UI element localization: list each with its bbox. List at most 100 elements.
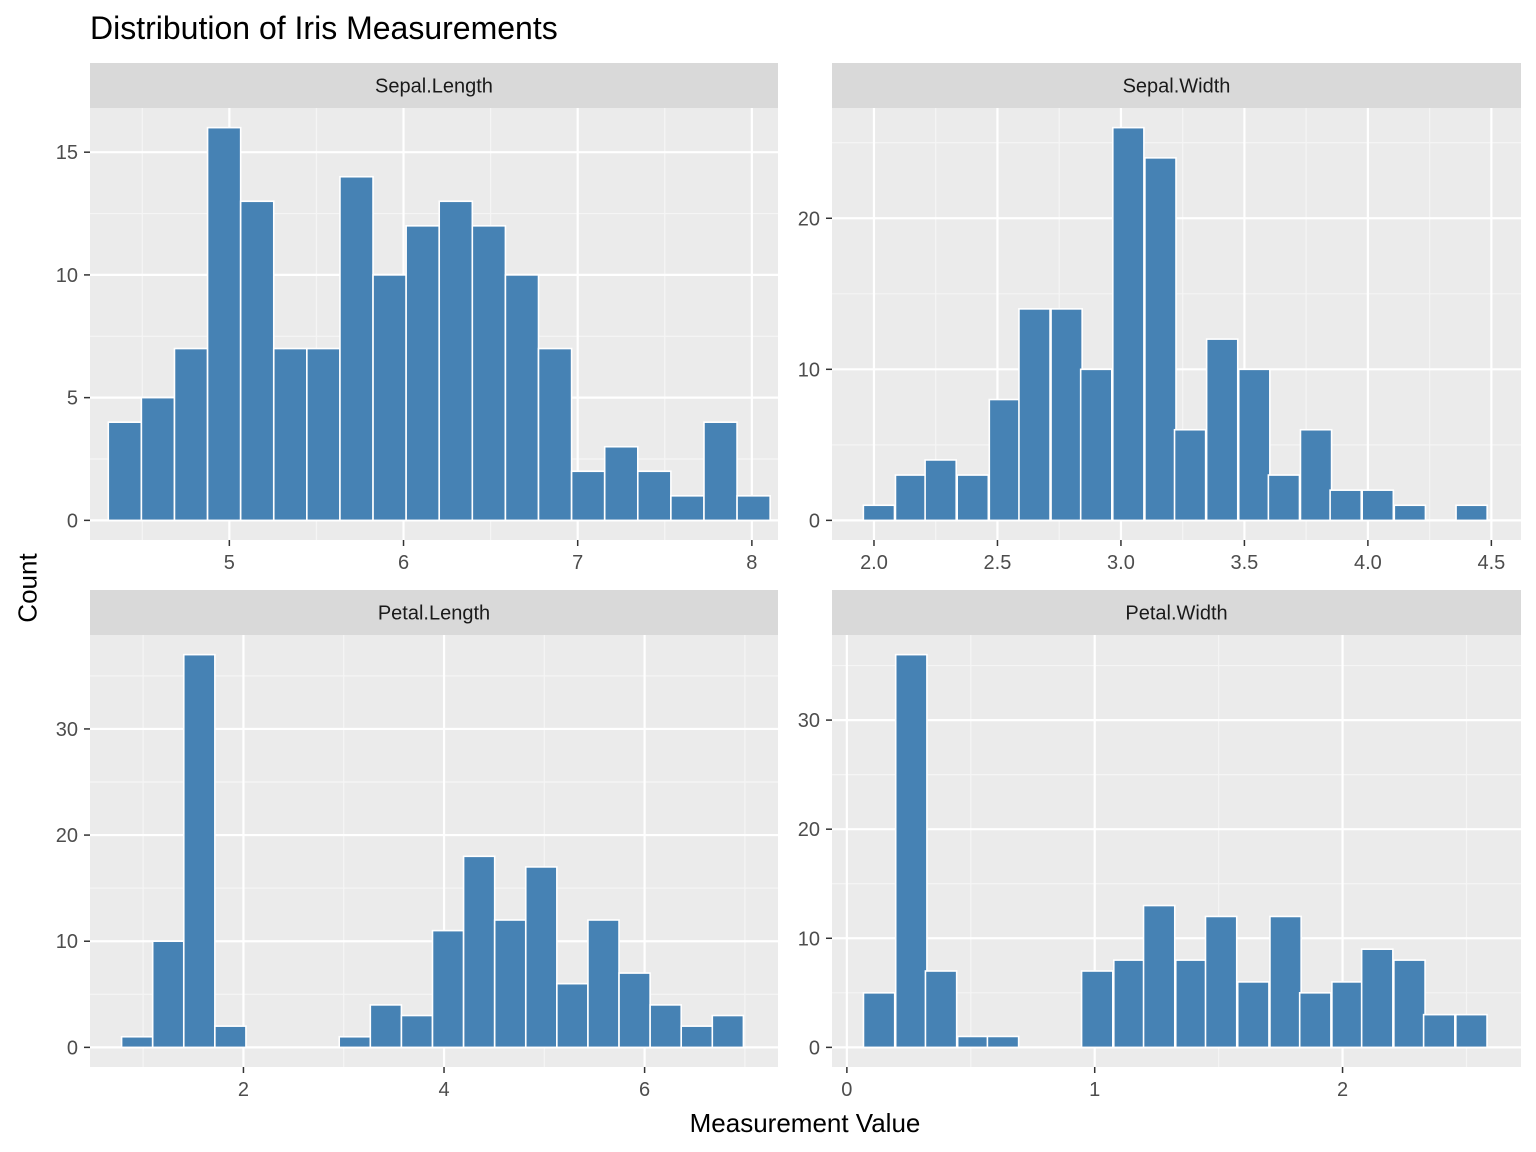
- facet-strip-label: Sepal.Width: [1123, 76, 1231, 98]
- x-tick-label: 0: [841, 1079, 852, 1101]
- histogram-bar: [462, 855, 496, 1049]
- x-tick-label: 4.5: [1477, 552, 1505, 574]
- histogram-bar: [570, 470, 606, 522]
- x-tick-label: 2.0: [860, 552, 888, 574]
- histogram-bar: [214, 1025, 247, 1049]
- y-tick-label: 20: [798, 819, 820, 841]
- histogram-bar: [1361, 489, 1395, 522]
- histogram-bar: [988, 398, 1022, 522]
- histogram-bar: [986, 1035, 1020, 1049]
- histogram-bar: [537, 347, 573, 522]
- x-tick-label: 6: [639, 1079, 650, 1101]
- x-tick-label: 7: [572, 552, 583, 574]
- histogram-bar: [1079, 368, 1113, 522]
- histogram-bar: [1142, 904, 1176, 1049]
- histogram-bar: [1267, 474, 1301, 522]
- y-tick-label: 0: [809, 510, 820, 532]
- histogram-bar: [862, 992, 896, 1049]
- histogram-bar: [670, 495, 705, 522]
- histogram-bar: [372, 274, 407, 522]
- y-tick-label: 0: [809, 1037, 820, 1059]
- facet-strip-label: Petal.Width: [1125, 603, 1227, 625]
- histogram-bar: [556, 982, 589, 1049]
- x-tick-label: 4: [438, 1079, 449, 1101]
- histogram-bar: [1018, 308, 1051, 522]
- histogram-bar: [338, 1035, 372, 1049]
- histogram-bar: [1298, 992, 1332, 1049]
- histogram-bar: [107, 421, 143, 522]
- y-tick-label: 30: [56, 719, 78, 741]
- x-tick-label: 2: [238, 1079, 249, 1101]
- histogram-bar: [924, 459, 958, 522]
- y-tick-label: 20: [798, 208, 820, 230]
- histogram-bar: [1204, 915, 1238, 1049]
- x-tick-label: 6: [398, 552, 409, 574]
- histogram-bar: [524, 866, 558, 1049]
- histogram-bar: [1455, 1013, 1488, 1049]
- histogram-bar: [140, 396, 176, 522]
- facet-strip-label: Petal.Length: [378, 603, 490, 625]
- histogram-bar: [1360, 948, 1394, 1049]
- histogram-bar: [206, 126, 242, 522]
- histogram-bar: [649, 1004, 683, 1049]
- histogram-bar: [956, 474, 990, 522]
- x-tick-label: 8: [746, 552, 757, 574]
- histogram-bar: [1237, 368, 1271, 522]
- y-tick-label: 10: [56, 931, 78, 953]
- histogram-bar: [1205, 338, 1239, 522]
- facet-strip-label: Sepal.Length: [375, 76, 493, 98]
- histogram-bar: [1393, 959, 1426, 1049]
- histogram-bar: [1174, 959, 1208, 1049]
- histogram-bar: [924, 970, 958, 1049]
- histogram-bar: [306, 347, 341, 522]
- histogram-bar: [1080, 970, 1114, 1049]
- facet-panel-sepal-length: Sepal.Length 5 6 7 8 0 5 10 15: [56, 63, 778, 574]
- facet-strip: [90, 63, 778, 108]
- histogram-bar: [504, 274, 540, 522]
- histogram-bar: [272, 347, 308, 522]
- facet-strip: [90, 590, 778, 635]
- histogram-bar: [894, 474, 928, 522]
- facet-panel-petal-length: Petal.Length 2 4 6 0 10 20 30: [56, 590, 778, 1101]
- y-tick-label: 0: [67, 1037, 78, 1059]
- histogram-bar: [1299, 428, 1333, 522]
- y-tick-label: 0: [67, 510, 78, 532]
- histogram-bar: [1050, 308, 1083, 522]
- histogram-bar: [405, 225, 441, 522]
- x-tick-label: 3.5: [1231, 552, 1259, 574]
- x-tick-label: 2: [1337, 1079, 1348, 1101]
- histogram-bar: [182, 653, 216, 1049]
- histogram-bar: [1331, 981, 1364, 1049]
- x-tick-label: 1: [1089, 1079, 1100, 1101]
- histogram-bar: [603, 445, 639, 522]
- y-tick-label: 10: [56, 265, 78, 287]
- histogram-bar: [151, 940, 185, 1049]
- histogram-bar: [1112, 959, 1146, 1049]
- histogram-bar: [587, 919, 620, 1049]
- histogram-bar: [636, 470, 672, 522]
- facet-panel-sepal-width: Sepal.Width 2.0 2.5 3.0 3.5 4.0 4.5 0 10 20: [798, 63, 1521, 574]
- histogram-bar: [493, 919, 527, 1049]
- x-tick-label: 2.5: [984, 552, 1012, 574]
- histogram-bar: [1329, 489, 1363, 522]
- histogram-bar: [894, 653, 928, 1049]
- facet-strip: [832, 590, 1521, 635]
- histogram-bar: [680, 1025, 714, 1049]
- histogram-bar: [120, 1035, 154, 1049]
- histogram-bar: [471, 225, 507, 522]
- histogram-bar: [339, 175, 374, 522]
- histogram-bar: [239, 200, 275, 522]
- histogram-bar: [618, 972, 651, 1049]
- histogram-bar: [400, 1014, 434, 1049]
- y-tick-label: 10: [798, 928, 820, 950]
- x-tick-label: 5: [224, 552, 235, 574]
- histogram-bar: [956, 1035, 990, 1049]
- histogram-bar: [1422, 1013, 1456, 1049]
- y-tick-label: 20: [56, 825, 78, 847]
- histogram-bar: [1144, 157, 1177, 522]
- y-tick-label: 10: [798, 359, 820, 381]
- y-tick-label: 30: [798, 710, 820, 732]
- histogram-bar: [1269, 915, 1302, 1049]
- histogram-bar: [173, 347, 209, 522]
